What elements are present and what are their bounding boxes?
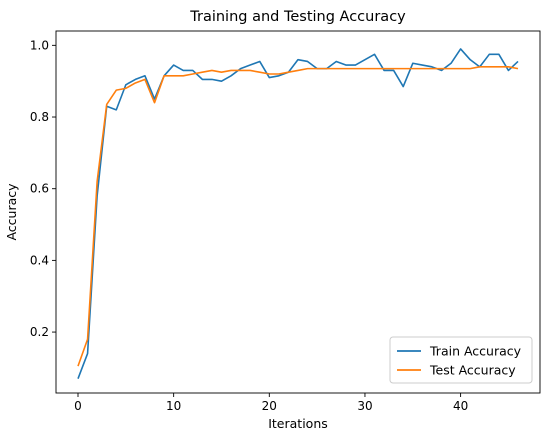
series-line-test bbox=[77, 66, 519, 367]
y-tick-label: 1.0 bbox=[30, 38, 49, 52]
x-tick-label: 20 bbox=[262, 399, 277, 413]
x-tick-label: 10 bbox=[166, 399, 181, 413]
x-tick-label: 30 bbox=[357, 399, 372, 413]
legend-box bbox=[389, 336, 533, 384]
y-tick-label: 0.8 bbox=[30, 110, 49, 124]
y-axis-label: Accuracy bbox=[4, 183, 19, 241]
series-lines bbox=[77, 48, 519, 379]
y-tick-label: 0.4 bbox=[30, 253, 49, 267]
y-tick-label: 0.2 bbox=[30, 325, 49, 339]
x-tick-label: 40 bbox=[453, 399, 468, 413]
chart-title: Training and Testing Accuracy bbox=[189, 9, 406, 25]
axis-ticks: 0 10 20 30 40 0.2 0.4 0.6 0.8 1.0 bbox=[30, 38, 468, 413]
x-axis-label: Iterations bbox=[268, 416, 328, 431]
legend-label: Test Accuracy bbox=[429, 363, 516, 378]
legend-label: Train Accuracy bbox=[429, 344, 522, 359]
x-tick-label: 0 bbox=[74, 399, 82, 413]
series-line-train bbox=[77, 48, 519, 379]
plot-frame bbox=[55, 30, 541, 394]
legend: Train Accuracy Test Accuracy bbox=[389, 336, 533, 384]
y-tick-label: 0.6 bbox=[30, 182, 49, 196]
